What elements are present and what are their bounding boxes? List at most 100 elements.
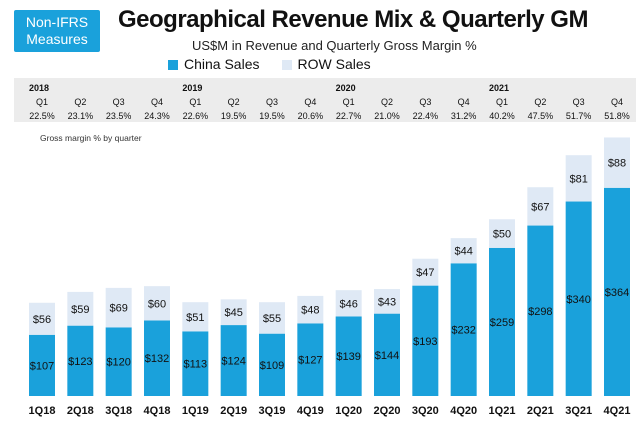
label-row: $51: [186, 312, 204, 324]
bar-china-2Q19: [220, 325, 247, 396]
label-row: $44: [454, 246, 472, 258]
x-tick-label: 2Q20: [374, 405, 401, 417]
x-tick-label: 3Q19: [259, 405, 286, 417]
gm-quarter-label: Q1: [496, 97, 508, 107]
label-china: $132: [145, 353, 169, 365]
label-china: $298: [528, 306, 552, 318]
label-china: $120: [106, 357, 130, 369]
gm-quarter-label: Q3: [573, 97, 585, 107]
bar-china-4Q21: [604, 187, 630, 396]
gm-year-2021: 2021: [489, 83, 509, 93]
legend-row-swatch: [281, 60, 292, 71]
bar-row-4Q20: [450, 238, 477, 264]
label-row: $55: [263, 313, 281, 325]
gm-quarter-label: Q4: [611, 97, 623, 107]
x-tick-label: 2Q18: [67, 405, 94, 417]
gm-quarter-label: Q3: [113, 97, 125, 107]
gross-margin-note: Gross margin % by quarter: [40, 133, 142, 143]
badge-line-1: Non-IFRS: [25, 14, 89, 30]
gm-year-2020: 2020: [336, 83, 356, 93]
gm-quarter-label: Q4: [458, 97, 470, 107]
gm-quarter-label: Q2: [534, 97, 546, 107]
legend-china: China Sales: [168, 56, 260, 72]
bar-china-2Q20: [374, 313, 400, 396]
bar-row-2Q18: [67, 291, 94, 326]
label-china: $340: [566, 294, 590, 306]
bar-china-3Q21: [565, 201, 592, 396]
bar-china-1Q19: [182, 331, 209, 396]
gm-value: 21.0%: [374, 111, 400, 121]
gm-value: 22.4%: [413, 111, 439, 121]
x-tick-label: 1Q19: [182, 405, 209, 417]
gm-value: 23.5%: [106, 111, 132, 121]
label-china: $113: [184, 359, 208, 371]
gm-value: 23.1%: [68, 111, 94, 121]
gm-year-2019: 2019: [182, 83, 202, 93]
gm-value: 47.5%: [528, 111, 554, 121]
x-tick-label: 2Q21: [527, 405, 554, 417]
gm-value: 20.6%: [298, 111, 324, 121]
x-tick-label: 4Q19: [297, 405, 324, 417]
label-row: $48: [301, 305, 319, 317]
gm-quarter-label: Q3: [266, 97, 278, 107]
legend-china-swatch: [168, 60, 178, 71]
x-tick-label: 1Q21: [489, 405, 516, 417]
label-china: $364: [605, 287, 629, 299]
gm-quarter-label: Q1: [36, 97, 48, 107]
bar-china-2Q18: [67, 325, 94, 396]
x-tick-label: 1Q18: [29, 405, 56, 417]
label-china: $124: [221, 356, 245, 368]
bar-row-4Q21: [604, 137, 630, 188]
gm-quarter-label: Q2: [228, 97, 240, 107]
label-row: $81: [569, 173, 587, 185]
label-row: $45: [224, 307, 242, 319]
gm-quarter-label: Q2: [381, 97, 393, 107]
x-tick-label: 1Q20: [335, 405, 362, 417]
gm-value: 40.2%: [489, 111, 515, 121]
gm-quarter-label: Q2: [74, 97, 86, 107]
label-china: $232: [451, 325, 475, 337]
bar-row-3Q19: [259, 302, 285, 334]
label-china: $259: [490, 317, 514, 329]
label-row: $59: [71, 304, 89, 316]
label-china: $144: [375, 350, 399, 362]
bar-row-1Q18: [29, 302, 55, 335]
gm-quarter-label: Q4: [304, 97, 316, 107]
x-tick-label: 4Q18: [144, 405, 171, 417]
chart-title: Geographical Revenue Mix & Quarterly GM: [118, 6, 588, 33]
gross-margin-band: [14, 78, 636, 122]
legend: China Sales ROW Sales: [168, 56, 371, 72]
bar-row-2Q19: [220, 299, 247, 326]
gm-quarter-label: Q4: [151, 97, 163, 107]
x-tick-label: 4Q21: [604, 405, 631, 417]
legend-row: ROW Sales: [281, 56, 371, 72]
label-row: $88: [608, 158, 626, 170]
bar-china-2Q21: [527, 225, 554, 396]
bar-row-3Q18: [105, 287, 132, 328]
bar-china-4Q19: [297, 323, 324, 396]
label-row: $46: [339, 298, 357, 310]
bar-china-4Q20: [450, 263, 477, 396]
gm-quarter-label: Q1: [343, 97, 355, 107]
x-tick-label: 3Q21: [565, 405, 592, 417]
gm-value: 51.8%: [604, 111, 630, 121]
label-row: $69: [109, 303, 127, 315]
gm-value: 22.7%: [336, 111, 362, 121]
bar-china-1Q18: [29, 334, 55, 396]
label-row: $67: [531, 201, 549, 213]
label-china: $109: [260, 360, 284, 372]
bar-china-1Q21: [489, 247, 515, 396]
gm-value: 19.5%: [221, 111, 247, 121]
label-row: $47: [416, 267, 434, 279]
legend-row-label: ROW Sales: [297, 56, 371, 72]
label-china: $107: [30, 360, 54, 372]
bar-china-4Q18: [144, 320, 170, 396]
x-tick-label: 4Q20: [450, 405, 477, 417]
x-tick-label: 2Q19: [220, 405, 247, 417]
label-china: $127: [298, 355, 322, 367]
gm-value: 19.5%: [259, 111, 285, 121]
label-row: $43: [378, 296, 396, 308]
chart-subtitle: US$M in Revenue and Quarterly Gross Marg…: [192, 38, 477, 53]
label-row: $60: [148, 298, 166, 310]
